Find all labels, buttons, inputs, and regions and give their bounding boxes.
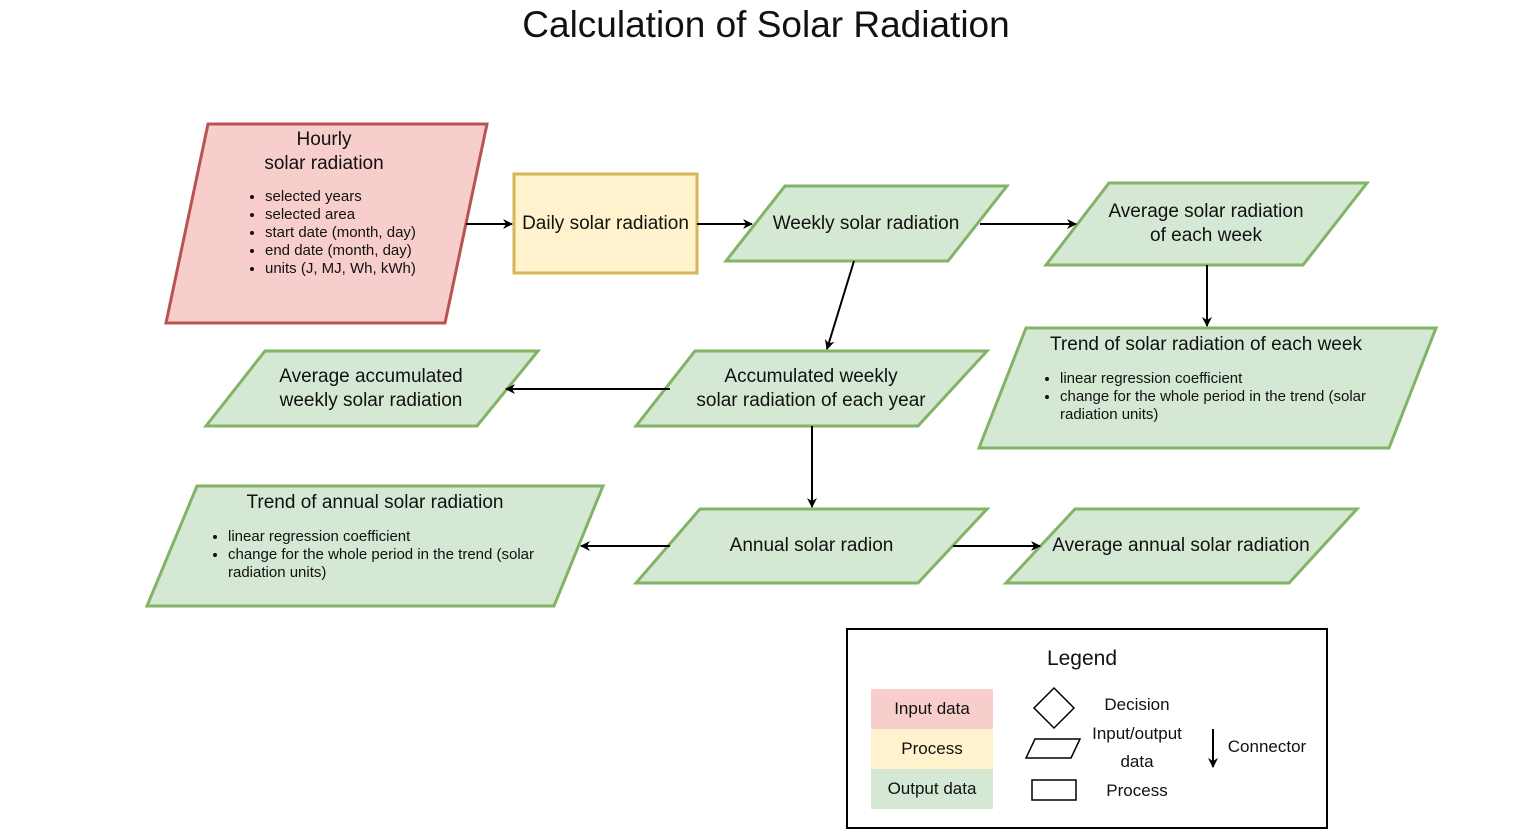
hourly-solar-radiation-node[interactable]: Hourly solar radiation selected years se…: [206, 128, 456, 278]
list-item: units (J, MJ, Wh, kWh): [265, 260, 456, 278]
trend-solar-radiation-each-week-shape[interactable]: [976, 326, 1439, 450]
list-item: change for the whole period in the trend…: [228, 546, 578, 582]
annual-solar-radion-node[interactable]: Annual solar radion: [729, 535, 894, 556]
weekly-solar-radiation-shape[interactable]: [722, 184, 1011, 263]
input-output-icon: [1024, 738, 1082, 759]
list-item: linear regression coefficient: [228, 528, 578, 546]
trend-annual-heading: Trend of annual solar radiation: [246, 492, 504, 513]
average-annual-solar-radiation-node[interactable]: Average annual solar radiation: [1052, 535, 1310, 556]
legend-connector-label: Connector: [1227, 737, 1307, 756]
list-item: change for the whole period in the trend…: [1060, 388, 1410, 424]
legend-swatch-input: [871, 689, 993, 729]
trend-week-items: linear regression coefficient change for…: [1038, 370, 1410, 424]
list-item: start date (month, day): [265, 224, 456, 242]
page-title: Calculation of Solar Radiation: [522, 4, 1010, 45]
legend-output-label: Output data: [887, 779, 977, 798]
decision-icon: [1032, 686, 1076, 730]
process-icon: [1031, 779, 1077, 801]
hourly-solar-radiation-shape[interactable]: [164, 122, 489, 325]
list-item: end date (month, day): [265, 242, 456, 260]
accumulated-weekly-solar-radiation-node[interactable]: Accumulated weekly solar radiation of ea…: [696, 365, 926, 411]
connector-weekly-to-accumulated[interactable]: [824, 260, 855, 350]
list-item: selected years: [265, 188, 456, 206]
average-annual-solar-radiation-shape[interactable]: [1002, 507, 1361, 585]
legend-io-label: Input/output data: [1092, 724, 1182, 771]
legend-process-symbol-label: Process: [1106, 781, 1168, 800]
trend-annual-items: linear regression coefficient change for…: [206, 528, 578, 582]
trend-week-heading: Trend of solar radiation of each week: [1050, 334, 1362, 355]
list-item: selected area: [265, 206, 456, 224]
list-item: linear regression coefficient: [1060, 370, 1410, 388]
average-solar-radiation-each-week-node[interactable]: Average solar radiation of each week: [1108, 201, 1304, 246]
daily-solar-radiation-node[interactable]: Daily solar radiation: [522, 212, 689, 234]
legend-input-label: Input data: [894, 699, 970, 718]
average-solar-radiation-each-week-shape[interactable]: [1042, 181, 1371, 267]
trend-solar-radiation-each-week-node[interactable]: Trend of solar radiation of each week li…: [1030, 333, 1400, 424]
legend-process-label: Process: [901, 739, 963, 758]
average-accumulated-weekly-solar-radiation-node[interactable]: Average accumulated weekly solar radiati…: [279, 365, 463, 411]
legend-decision-label: Decision: [1104, 695, 1170, 714]
average-accumulated-weekly-solar-radiation-shape[interactable]: [202, 349, 542, 428]
accumulated-weekly-solar-radiation-shape[interactable]: [632, 349, 991, 428]
trend-annual-solar-radiation-node[interactable]: Trend of annual solar radiation linear r…: [180, 491, 570, 582]
hourly-items: selected years selected area start date …: [243, 188, 456, 278]
legend-title: Legend: [1046, 647, 1118, 670]
weekly-solar-radiation-node[interactable]: Weekly solar radiation: [772, 212, 960, 234]
legend-swatch-process: [871, 729, 993, 769]
legend-swatch-output: [871, 769, 993, 809]
trend-annual-solar-radiation-shape[interactable]: [144, 484, 606, 608]
hourly-heading: Hourly solar radiation: [264, 129, 384, 174]
annual-solar-radion-shape[interactable]: [632, 507, 991, 585]
